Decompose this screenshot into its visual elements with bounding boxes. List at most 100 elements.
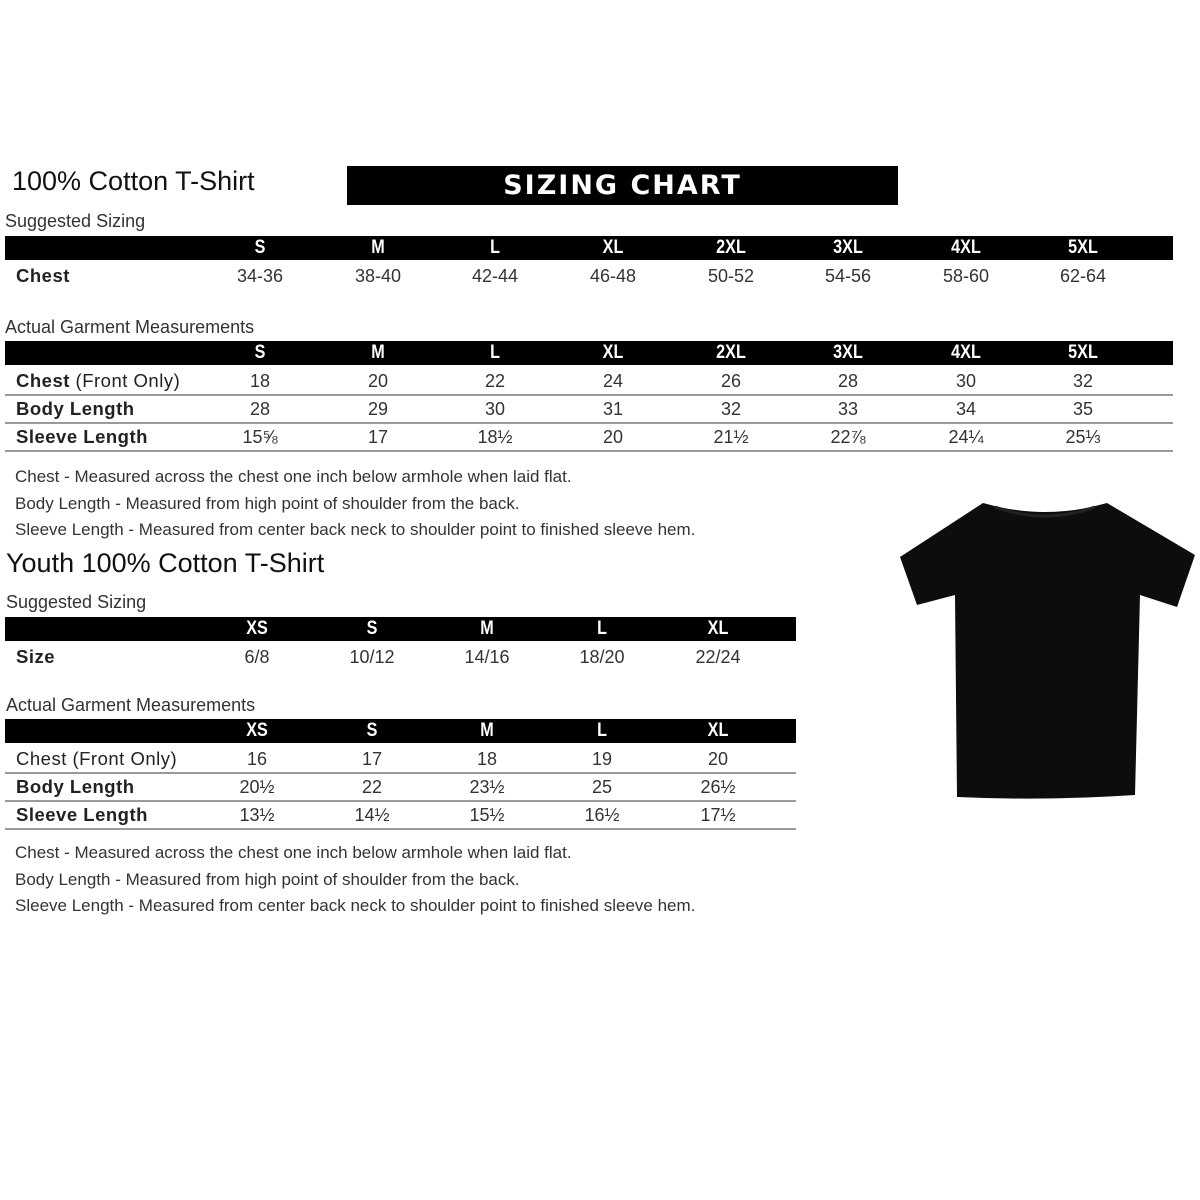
table-cell: 17 xyxy=(367,427,389,447)
table-cell: 14/16 xyxy=(464,647,510,667)
table-cell: 46-48 xyxy=(589,266,637,286)
header-row: XS S M L XL xyxy=(5,617,796,641)
table-row: Chest (Front Only) 16 17 18 19 20 xyxy=(5,745,796,773)
table-cell: 23½ xyxy=(469,777,505,797)
table-cell: 18½ xyxy=(477,427,513,447)
table-cell: 26½ xyxy=(700,777,736,797)
youth-title: Youth 100% Cotton T-Shirt xyxy=(6,548,325,578)
adult-suggested-table: S M L XL 2XL 3XL 4XL 5XL Chest 34-36 38-40 42-44 46-… xyxy=(5,236,1173,286)
row-label: Chest xyxy=(16,262,70,290)
row-divider xyxy=(5,772,796,774)
size-header: 4XL xyxy=(951,237,981,258)
table-cell: 22⅞ xyxy=(830,427,866,447)
table-cell: 54-56 xyxy=(824,266,872,286)
row-label: Body Length xyxy=(16,773,135,801)
note-chest: Chest - Measured across the chest one in… xyxy=(15,467,572,486)
row-label: Sleeve Length xyxy=(16,423,148,451)
table-cell: 22 xyxy=(361,777,383,797)
row-label-text: Chest xyxy=(16,265,70,286)
table-cell: 15½ xyxy=(469,805,505,825)
size-header: XL xyxy=(602,342,624,363)
row-label-text: Chest (Front Only) xyxy=(16,748,178,769)
size-header: L xyxy=(490,237,500,258)
size-header: XS xyxy=(246,618,268,639)
size-header: S xyxy=(254,237,266,258)
table-cell: 32 xyxy=(1072,371,1094,391)
table-row: Chest (Front Only) 18 20 22 24 26 28 30 32 xyxy=(5,367,1173,395)
row-divider xyxy=(5,394,1173,396)
adult-actual-label: Actual Garment Measurements xyxy=(5,317,255,337)
table-cell: 15⅝ xyxy=(242,427,278,447)
size-header: M xyxy=(480,618,494,639)
note-body-length: Body Length - Measured from high point o… xyxy=(15,493,520,513)
table-cell: 28 xyxy=(249,399,271,419)
table-cell: 32 xyxy=(720,399,742,419)
size-header: 3XL xyxy=(833,237,863,258)
size-header: S xyxy=(366,720,378,741)
row-label-text: Sleeve Length xyxy=(16,804,148,825)
size-header: M xyxy=(480,720,494,741)
row-label: Body Length xyxy=(16,395,135,423)
table-cell: 24 xyxy=(602,371,624,391)
table-cell: 31 xyxy=(602,399,624,419)
header-row: S M L XL 2XL 3XL 4XL 5XL xyxy=(5,341,1173,365)
row-label: Sleeve Length xyxy=(16,801,148,829)
size-header: L xyxy=(597,720,607,741)
row-label: Size xyxy=(16,643,55,671)
table-cell: 18 xyxy=(249,371,271,391)
size-header: L xyxy=(597,618,607,639)
size-header: XL xyxy=(707,720,729,741)
table-row: Chest 34-36 38-40 42-44 46-48 50-52 54-56 58-60… xyxy=(5,262,1173,290)
note-body-length: Body Length - Measured from high point o… xyxy=(15,869,520,889)
row-divider xyxy=(5,828,796,830)
table-cell: 58-60 xyxy=(942,266,990,286)
table-cell: 17 xyxy=(361,749,383,769)
t-shirt-icon xyxy=(900,503,1195,799)
table-cell: 18/20 xyxy=(579,647,625,667)
table-cell: 26 xyxy=(720,371,742,391)
table-row: Size 6/8 10/12 14/16 18/20 22/24 xyxy=(5,643,796,671)
table-cell: 14½ xyxy=(354,805,390,825)
note-sleeve-length: Sleeve Length - Measured from center bac… xyxy=(15,896,696,915)
table-cell: 16 xyxy=(246,749,268,769)
table-cell: 18 xyxy=(476,749,498,769)
table-row: Body Length 28 29 30 31 32 33 34 35 xyxy=(5,395,1173,423)
adult-actual-table: S M L XL 2XL 3XL 4XL 5XL Chest (Front Only) 18 20 2… xyxy=(5,341,1173,452)
table-cell: 22/24 xyxy=(695,647,741,667)
table-cell: 20 xyxy=(367,371,389,391)
table-cell: 25⅓ xyxy=(1065,427,1101,447)
table-cell: 21½ xyxy=(713,427,749,447)
table-cell: 33 xyxy=(837,399,859,419)
row-label-text: Sleeve Length xyxy=(16,426,148,447)
table-cell: 38-40 xyxy=(354,266,402,286)
youth-actual-table: XS S M L XL Chest (Front Only) 16 17 18 19 20 Body … xyxy=(5,719,796,830)
table-cell: 24¼ xyxy=(948,427,984,447)
table-cell: 42-44 xyxy=(471,266,519,286)
table-cell: 13½ xyxy=(239,805,275,825)
adult-suggested-label: Suggested Sizing xyxy=(5,211,146,231)
header-row: XS S M L XL xyxy=(5,719,796,743)
table-row: Sleeve Length 13½ 14½ 15½ 16½ 17½ xyxy=(5,801,796,829)
note-chest: Chest - Measured across the chest one in… xyxy=(15,843,572,862)
size-header: XS xyxy=(246,720,268,741)
adult-notes: Chest - Measured across the chest one in… xyxy=(15,467,695,547)
table-cell: 50-52 xyxy=(707,266,755,286)
table-cell: 20 xyxy=(602,427,624,447)
size-header: L xyxy=(490,342,500,363)
adult-title: 100% Cotton T-Shirt xyxy=(12,166,255,196)
table-cell: 62-64 xyxy=(1059,266,1107,286)
table-cell: 25 xyxy=(591,777,613,797)
note-sleeve-length: Sleeve Length - Measured from center bac… xyxy=(15,520,696,539)
size-header: S xyxy=(366,618,378,639)
size-header: 3XL xyxy=(833,342,863,363)
youth-actual-label: Actual Garment Measurements xyxy=(6,695,256,715)
size-header: M xyxy=(371,342,385,363)
sizing-chart-banner: SIZING CHART xyxy=(347,166,898,205)
row-divider xyxy=(5,450,1173,452)
youth-notes: Chest - Measured across the chest one in… xyxy=(15,843,695,923)
size-header: M xyxy=(371,237,385,258)
row-label-text: Body Length xyxy=(16,398,135,419)
row-label-text: Size xyxy=(16,646,56,667)
size-header: 4XL xyxy=(951,342,981,363)
